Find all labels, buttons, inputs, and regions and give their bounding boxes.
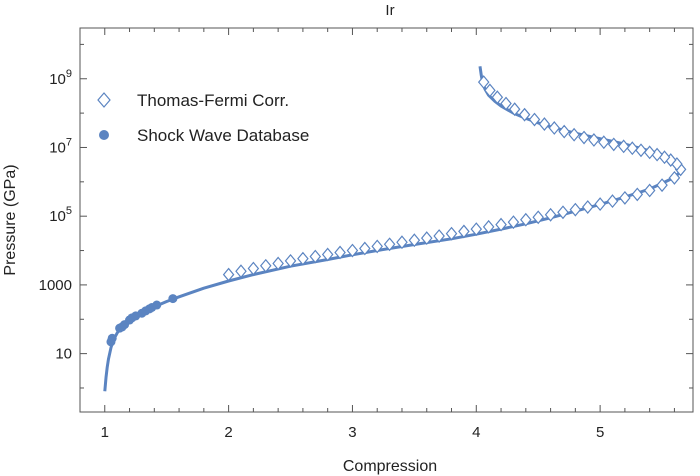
y-tick-base: 10 [49, 71, 66, 88]
chart-title: Ir [385, 2, 394, 19]
thomas-fermi-point [500, 96, 512, 111]
x-tick-label: 5 [596, 424, 604, 441]
thomas-fermi-point [470, 222, 483, 237]
thomas-fermi-point [259, 258, 272, 273]
y-tick-base: 10 [55, 346, 72, 363]
y-tick-base: 10 [49, 139, 66, 156]
thomas-fermi-point [491, 90, 504, 105]
legend-label-shock-wave: Shock Wave Database [137, 126, 309, 145]
thomas-fermi-point [477, 75, 490, 90]
fit-curve [103, 66, 684, 392]
thomas-fermi-point [371, 239, 383, 254]
thomas-fermi-point [557, 205, 569, 220]
thomas-fermi-point [346, 243, 359, 258]
thomas-fermi-point [598, 135, 610, 150]
thomas-fermi-point [321, 247, 334, 262]
x-tick-label: 2 [224, 424, 232, 441]
thomas-fermi-point [235, 264, 247, 279]
thomas-fermi-point [568, 127, 580, 142]
thomas-fermi-point [578, 130, 590, 145]
x-tick-label: 3 [348, 424, 356, 441]
x-axis: 1 2 3 4 5 [79, 28, 675, 441]
legend: Thomas-Fermi Corr. Shock Wave Database [97, 91, 309, 145]
thomas-fermi-point [569, 202, 582, 217]
thomas-fermi-point [594, 197, 606, 212]
thomas-fermi-point [433, 229, 445, 243]
x-tick-label: 4 [472, 424, 480, 441]
y-tick-exponent: 7 [66, 136, 72, 148]
y-tick-exponent: 5 [66, 205, 72, 217]
thomas-fermi-point [631, 187, 644, 202]
thomas-fermi-point [619, 190, 631, 205]
thomas-fermi-point [507, 215, 520, 230]
legend-diamond-icon [97, 92, 111, 108]
legend-label-thomas-fermi: Thomas-Fermi Corr. [137, 91, 289, 110]
thomas-fermi-point [588, 133, 600, 147]
y-tick-label: 10 [55, 346, 72, 363]
thomas-fermi-point [408, 233, 421, 248]
y-tick-base: 1000 [39, 277, 72, 294]
y-tick-label: 1000 [39, 277, 72, 294]
y-tick-base: 10 [49, 208, 66, 225]
x-axis-label: Compression [343, 458, 437, 475]
thomas-fermi-point [558, 124, 570, 139]
thomas-fermi-point [668, 170, 681, 185]
thomas-fermi-point [247, 261, 260, 276]
thomas-fermi-point [544, 207, 557, 222]
thomas-fermi-point [222, 267, 235, 282]
thomas-fermi-point [309, 249, 322, 264]
thomas-fermi-point [495, 217, 507, 232]
thomas-fermi-point [538, 117, 551, 132]
thomas-fermi-point [508, 102, 521, 117]
thomas-fermi-point [606, 194, 619, 209]
thomas-fermi-point [272, 256, 284, 271]
y-tick-label: 105 [49, 205, 72, 225]
x-tick-label: 1 [101, 424, 109, 441]
thomas-fermi-point [420, 231, 433, 246]
thomas-fermi-point [297, 251, 309, 266]
thomas-fermi-point [458, 224, 470, 239]
series-layer [103, 66, 687, 392]
thomas-fermi-point [581, 200, 594, 214]
thomas-fermi-point [445, 226, 458, 241]
thomas-fermi-point [643, 183, 656, 198]
thomas-fermi-point [334, 245, 346, 260]
thomas-fermi-point [607, 137, 620, 152]
shock-wave-point [168, 294, 178, 304]
thomas-fermi-point [548, 121, 561, 135]
thomas-fermi-point [532, 210, 544, 225]
y-tick-label: 109 [49, 68, 72, 88]
shock-wave-point [107, 333, 117, 343]
legend-circle-icon [99, 130, 109, 140]
thomas-fermi-point [284, 253, 297, 268]
y-tick-label: 107 [49, 136, 72, 156]
thomas-fermi-point [396, 235, 408, 250]
thomas-fermi-point [518, 107, 531, 122]
y-tick-exponent: 9 [66, 68, 72, 80]
thomas-fermi-point [484, 83, 496, 98]
thomas-fermi-point [656, 178, 668, 193]
shock-wave-point [152, 300, 162, 310]
y-axis-label: Pressure (GPa) [2, 164, 19, 275]
thomas-fermi-point [528, 112, 541, 127]
thomas-fermi-point [359, 241, 371, 256]
thomas-fermi-point [482, 219, 495, 234]
plot-frame [79, 27, 694, 413]
thomas-fermi-point [520, 212, 532, 227]
thomas-fermi-point [383, 237, 396, 252]
thomas-fermi-point [617, 139, 630, 154]
